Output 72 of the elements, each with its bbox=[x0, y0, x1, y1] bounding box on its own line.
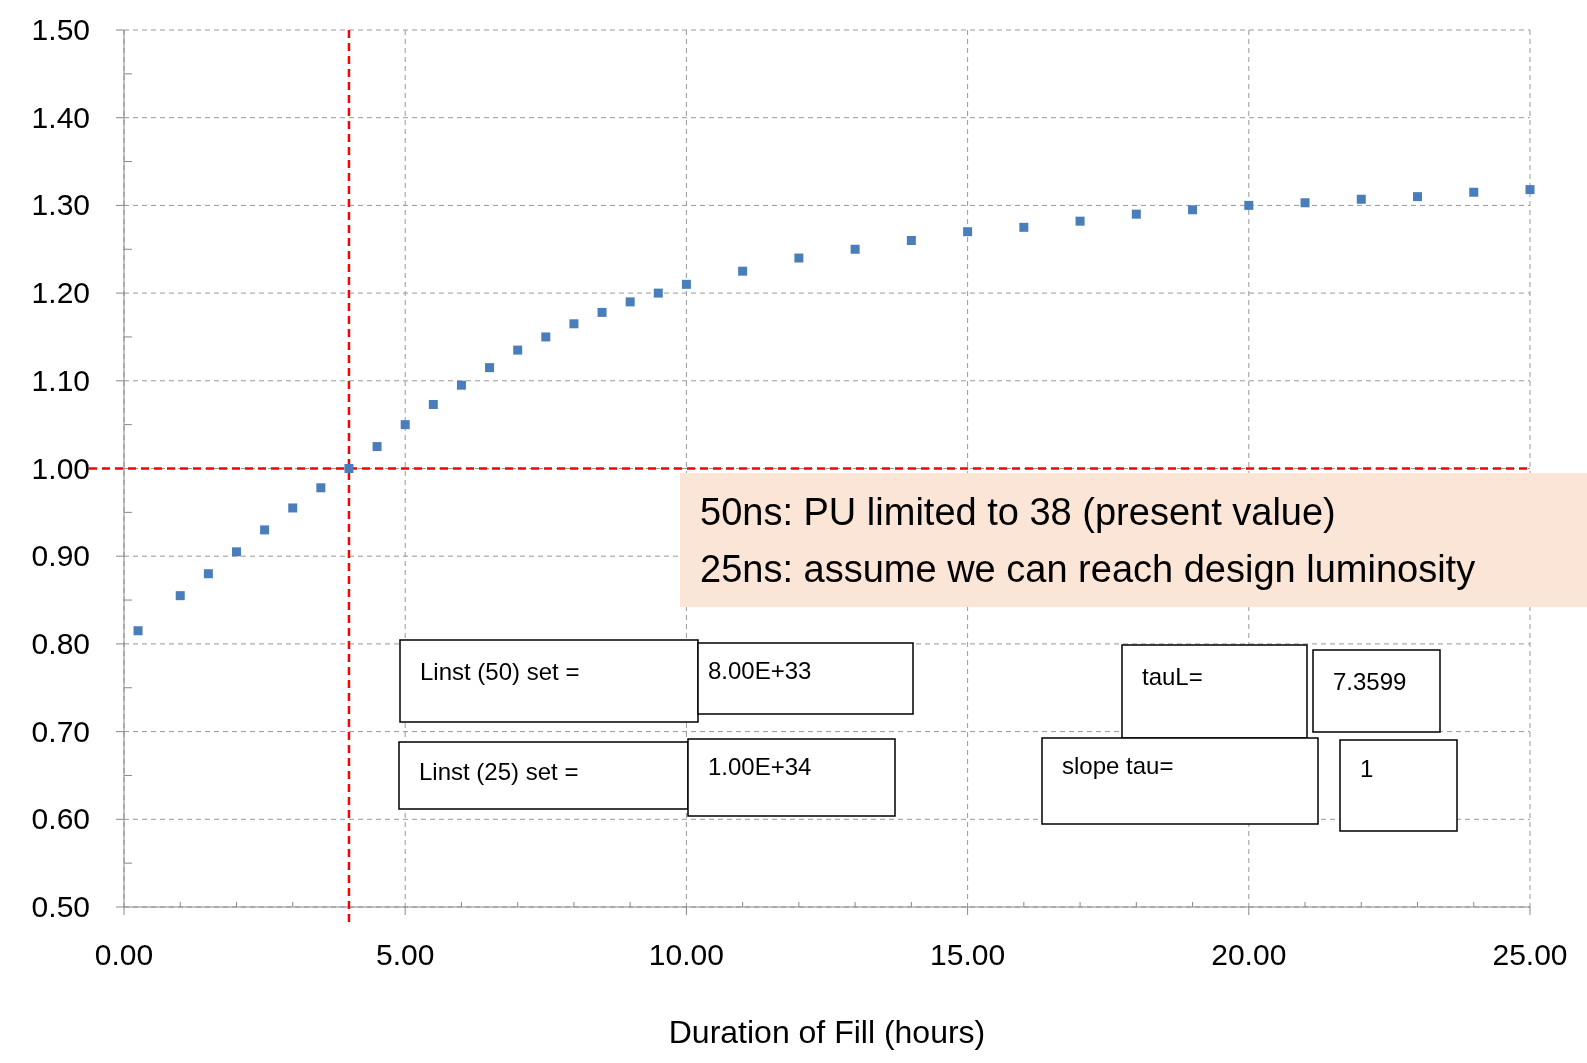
annotation: Linst (25) set = bbox=[419, 758, 579, 785]
x-tick-label: 0.00 bbox=[94, 938, 154, 971]
y-tick-label: 1.30 bbox=[31, 188, 90, 222]
y-tick-label: 1.10 bbox=[31, 363, 90, 397]
y-tick-label: 0.50 bbox=[31, 890, 90, 923]
point bbox=[850, 244, 860, 254]
point bbox=[1300, 198, 1310, 208]
point bbox=[1413, 192, 1423, 202]
annotation: 8.00E+33 bbox=[708, 657, 812, 684]
annotation: Linst (50) set = bbox=[420, 658, 580, 685]
y-tick-label: 0.70 bbox=[31, 714, 90, 748]
annotation: 50ns: PU limited to 38 (present value) bbox=[700, 491, 1336, 533]
point bbox=[569, 319, 579, 329]
point bbox=[625, 297, 635, 307]
text-field: 7.3599 bbox=[1312, 649, 1441, 733]
point bbox=[541, 332, 551, 342]
annotation: slope tau= bbox=[1062, 752, 1174, 779]
point bbox=[456, 380, 466, 390]
x-tick-label: 15.00 bbox=[930, 938, 1006, 971]
point bbox=[597, 307, 607, 317]
y-tick-label: 0.80 bbox=[31, 626, 90, 660]
point bbox=[344, 464, 354, 473]
annotation: 1 bbox=[1360, 755, 1374, 782]
y-tick-label: 0.90 bbox=[31, 539, 90, 573]
point bbox=[1525, 185, 1535, 195]
point bbox=[288, 503, 298, 513]
text-field: Linst (25) set = bbox=[398, 741, 689, 810]
y-tick-label: 0.60 bbox=[31, 802, 90, 836]
point bbox=[738, 266, 748, 276]
x-tick-label: 20.00 bbox=[1211, 938, 1287, 971]
point bbox=[906, 235, 916, 245]
point bbox=[1244, 200, 1254, 210]
text-field: slope tau= bbox=[1041, 737, 1319, 825]
note-box: 50ns: PU limited to 38 (present value) 25ns: assume we can reach design luminosity bbox=[680, 473, 1587, 607]
y-tick-label: 1.20 bbox=[31, 276, 90, 310]
point bbox=[231, 547, 241, 557]
y-tick-label: 1.50 bbox=[31, 13, 90, 46]
point bbox=[1075, 216, 1085, 226]
point bbox=[175, 591, 185, 601]
x-axis-title: Duration of Fill (hours) bbox=[668, 1014, 986, 1050]
point bbox=[372, 442, 382, 452]
point bbox=[1356, 194, 1366, 204]
point bbox=[1188, 205, 1198, 215]
annotation: tauL= bbox=[1142, 663, 1203, 690]
point bbox=[1469, 187, 1479, 197]
point bbox=[203, 569, 213, 579]
point bbox=[681, 279, 691, 289]
point bbox=[400, 420, 410, 430]
point bbox=[1019, 222, 1029, 232]
point bbox=[485, 363, 495, 373]
x-tick-label: 25.00 bbox=[1492, 938, 1568, 971]
x-tick-label: 10.00 bbox=[648, 938, 724, 971]
text-field: 8.00E+33 bbox=[697, 642, 914, 715]
point bbox=[1131, 209, 1141, 219]
text-field: Linst (50) set = bbox=[399, 639, 699, 723]
y-tick-label: 1.00 bbox=[31, 451, 90, 485]
point bbox=[428, 399, 438, 409]
point bbox=[653, 288, 663, 298]
x-tick-label: 5.00 bbox=[376, 938, 435, 971]
y-tick-label: 1.40 bbox=[31, 100, 90, 134]
annotation: 7.3599 bbox=[1333, 668, 1407, 695]
point bbox=[260, 525, 270, 535]
point bbox=[513, 345, 523, 355]
text-field: 1 bbox=[1339, 739, 1458, 832]
point bbox=[794, 253, 804, 263]
point bbox=[316, 483, 326, 493]
point bbox=[963, 227, 973, 237]
point bbox=[133, 626, 143, 636]
annotation: 25ns: assume we can reach design luminosity bbox=[700, 548, 1476, 590]
text-field: 1.00E+34 bbox=[687, 738, 896, 817]
annotation: 1.00E+34 bbox=[708, 753, 812, 780]
text-field: tauL= bbox=[1121, 644, 1308, 739]
